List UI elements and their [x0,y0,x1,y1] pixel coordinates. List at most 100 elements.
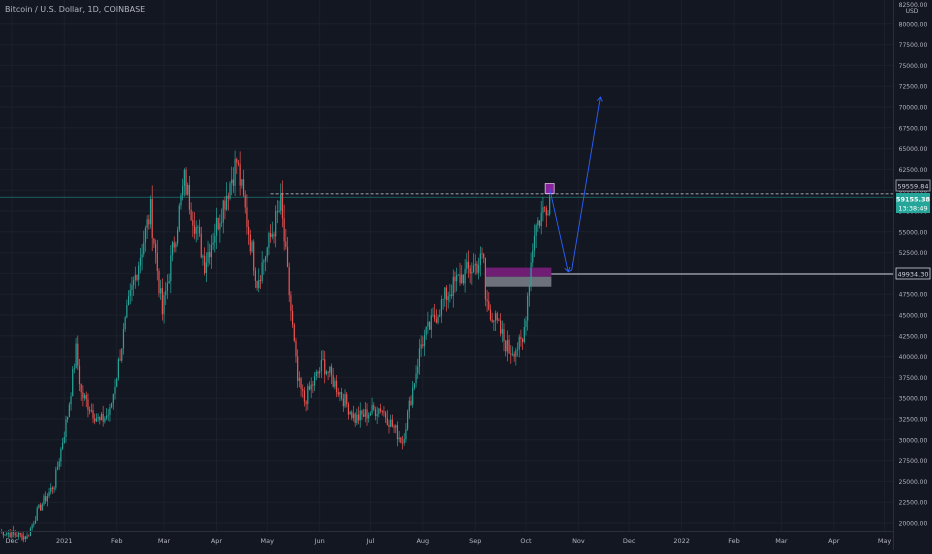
candle-body [390,419,392,427]
candle-body [38,504,40,508]
candle-body [483,254,485,258]
candle-body [286,247,289,267]
candle-body [153,238,155,244]
candle-body [425,326,427,335]
candle-body [500,320,502,334]
candle-body [344,394,346,407]
candle-body [415,373,417,384]
candle-body [440,299,443,316]
candle-body [236,159,238,163]
candle-body [417,366,419,374]
candle-body [525,320,527,327]
candle-body [379,408,382,412]
price-axis-unit: USD [906,8,919,15]
candle-body [291,311,294,325]
candle-body [31,524,33,529]
price-tick-label: 62500.00 [899,167,928,174]
price-tick-label: 82500.00 [899,2,928,9]
price-tick-label: 52500.00 [899,250,928,257]
candle-body [190,209,192,220]
candle-body [528,286,530,296]
level-label-box [895,267,931,280]
candle-body [305,401,307,405]
candle-body [401,442,404,444]
candle-body [478,265,480,273]
candle-body [175,243,177,248]
candle-body [308,386,311,390]
candle-body [325,371,328,375]
candle-body [205,262,207,274]
candle-body [538,220,541,226]
candle-body [45,496,47,502]
time-tick-label: May [878,537,892,545]
time-axis[interactable]: Dec 2021 Feb Mar Apr May Jun Jul Aug Sep Oct Nov Dec… [6,537,892,545]
time-tick-label: 2022 [673,537,690,545]
candle-body [376,414,378,417]
candle-body [197,226,199,228]
candle-body [371,405,373,414]
candle-body [166,283,169,291]
candle-body [391,419,393,427]
candle-body [445,287,448,301]
candle-body [266,247,268,257]
candle-body [183,169,185,187]
candle-body [452,276,454,296]
candle-body [461,274,463,283]
candle-body [516,349,519,351]
candle-body [133,280,135,286]
candle-body [317,372,319,374]
time-tick-label: Oct [520,537,532,545]
candle-body [180,195,182,206]
candle-body [263,260,265,263]
candle-body [275,211,277,237]
candle-body [12,530,15,534]
candle-body [36,507,38,521]
candle-body [127,295,130,306]
candle-body [469,268,471,274]
candle-body [366,409,368,419]
candle-body [244,195,246,208]
candle-body [60,448,62,462]
time-tick-label: Dec [6,537,19,545]
candle-body [297,356,299,381]
candle-body [187,184,189,195]
candle-body [259,279,262,281]
candle-body [466,261,468,269]
candle-body [29,528,32,536]
candle-body [217,217,219,230]
candle-body [386,417,388,425]
candle-body [43,496,45,505]
candle-body [347,404,350,415]
candle-body [549,197,551,215]
price-tick-label: 35000.00 [899,396,928,403]
candle-body [464,268,466,284]
candle-body [456,275,458,282]
candle-body [437,316,439,323]
candle-body [70,396,72,405]
candle-body [356,414,358,423]
price-tick-label: 22500.00 [899,500,928,507]
price-tick-label: 20000.00 [899,521,928,528]
candle-body [83,395,86,399]
candle-body [337,392,339,395]
candle-body [472,265,475,272]
candle-body [342,398,344,407]
candle-body [61,443,64,449]
candles-layer [1,150,551,543]
candle-body [322,359,324,361]
price-tick-label: 75000.00 [899,63,928,70]
candle-body [393,426,395,428]
candle-body [522,338,524,342]
candle-body [388,424,390,427]
level-price-label: 49934.30 [897,271,928,279]
candle-body [56,467,59,470]
candle-body [107,414,109,416]
candle-body [454,276,456,282]
hline-label-box [895,179,931,192]
candle-body [280,194,282,211]
candle-body [6,533,8,535]
candle-body [192,219,194,226]
candle-body [9,533,11,538]
